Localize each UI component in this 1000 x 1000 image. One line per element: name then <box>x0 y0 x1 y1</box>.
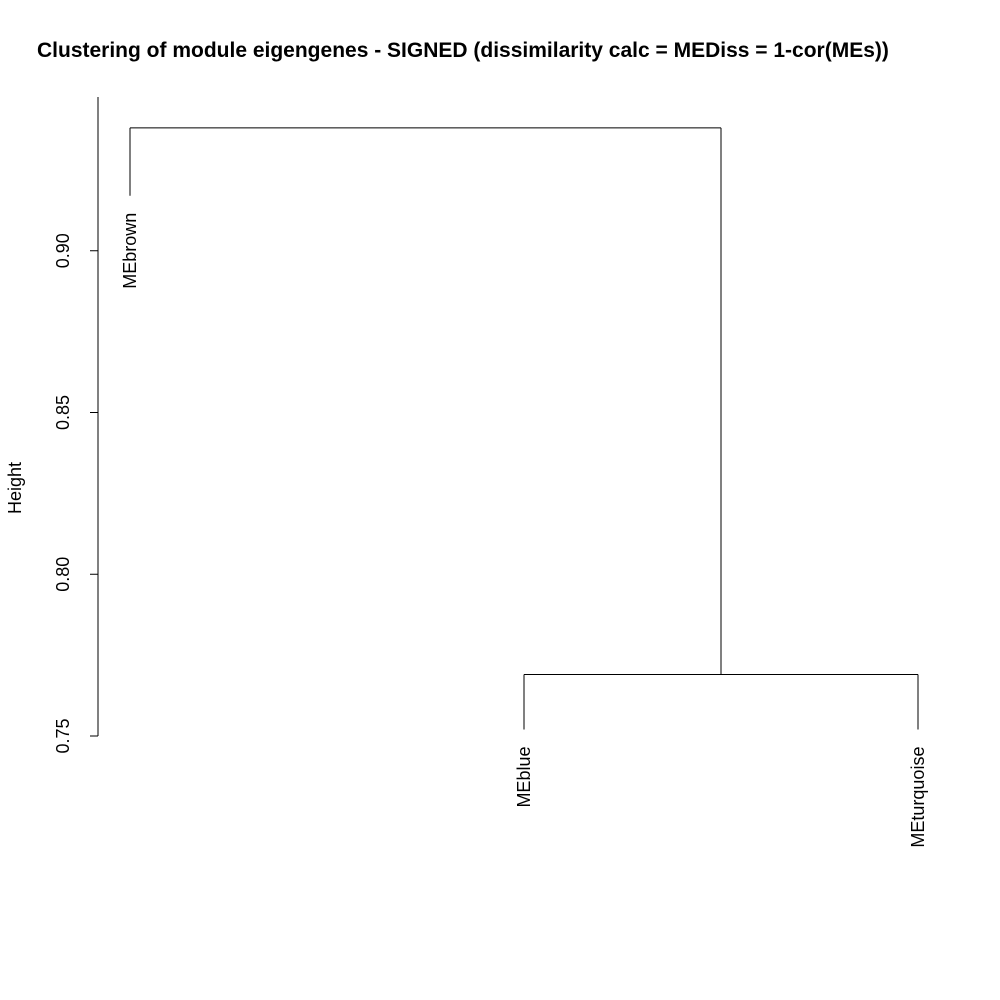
leaf-label-MEbrown: MEbrown <box>120 213 140 289</box>
leaf-label-MEblue: MEblue <box>514 747 534 808</box>
y-tick-label: 0.75 <box>53 718 73 753</box>
y-tick-label: 0.80 <box>53 557 73 592</box>
y-axis-label: Height <box>5 462 25 514</box>
chart-title: Clustering of module eigengenes - SIGNED… <box>37 39 889 62</box>
y-axis: 0.75 0.80 0.85 0.90 <box>53 97 99 754</box>
leaf-label-MEturquoise: MEturquoise <box>908 747 928 848</box>
y-tick-label: 0.85 <box>53 395 73 430</box>
dendrogram-tree <box>129 127 919 730</box>
leaf-labels: MEbrown MEblue MEturquoise <box>120 213 928 848</box>
y-tick-label: 0.90 <box>53 233 73 268</box>
